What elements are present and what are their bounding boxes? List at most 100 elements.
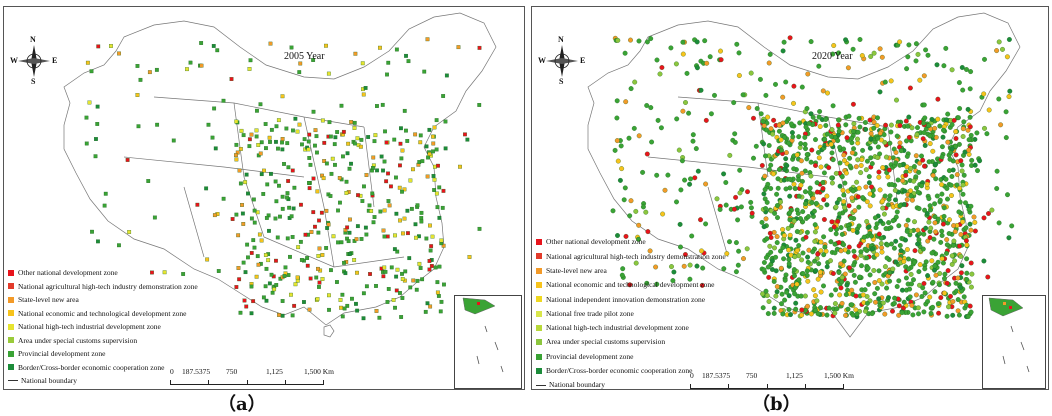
zone-point xyxy=(960,87,966,93)
zone-point xyxy=(307,132,312,137)
zone-point xyxy=(957,106,963,111)
zone-point xyxy=(919,153,924,159)
zone-point xyxy=(849,302,855,308)
zone-point xyxy=(939,191,945,197)
zone-point xyxy=(883,122,889,128)
zone-point xyxy=(949,174,955,179)
zone-point xyxy=(427,267,432,272)
zone-point xyxy=(943,176,949,182)
zone-point xyxy=(858,249,864,255)
zone-point xyxy=(794,229,800,235)
zone-point xyxy=(291,128,295,133)
zone-point xyxy=(857,124,863,130)
zone-point xyxy=(802,189,808,195)
zone-point xyxy=(837,160,843,166)
zone-point xyxy=(778,265,784,271)
zone-point xyxy=(780,227,786,232)
zone-point xyxy=(394,47,399,52)
zone-point xyxy=(912,259,917,265)
zone-point xyxy=(437,185,442,190)
zone-point xyxy=(733,269,739,275)
scale-bar: 0 187.5375 750 1,125 1,500 Km xyxy=(170,367,350,385)
zone-point xyxy=(946,304,951,310)
zone-point xyxy=(306,147,311,152)
zone-point xyxy=(818,164,824,170)
zone-point xyxy=(773,293,779,299)
zone-point xyxy=(317,285,321,289)
zone-point xyxy=(359,237,364,241)
zone-point xyxy=(944,280,950,286)
zone-point xyxy=(386,287,391,291)
zone-point xyxy=(313,143,317,148)
zone-point xyxy=(430,234,435,239)
zone-point xyxy=(463,132,467,137)
zone-point xyxy=(427,259,432,263)
zone-point xyxy=(975,168,980,174)
zone-point xyxy=(893,259,899,265)
map-panel-2005: N S W E 2005 Year Other national develop… xyxy=(3,6,525,390)
map-legend: Other national development zone National … xyxy=(8,266,198,388)
zone-point xyxy=(395,267,400,272)
zone-point xyxy=(885,174,891,180)
zone-point xyxy=(311,109,316,114)
zone-point xyxy=(832,250,838,256)
zone-point xyxy=(911,178,917,184)
zone-point xyxy=(456,45,461,50)
zone-point xyxy=(934,62,940,68)
zone-point xyxy=(305,256,310,260)
zone-point xyxy=(942,271,948,277)
zone-point xyxy=(338,200,342,205)
zone-point xyxy=(772,210,778,216)
zone-point xyxy=(615,37,621,43)
zone-point xyxy=(375,104,379,108)
compass-e: E xyxy=(580,56,586,65)
zone-point xyxy=(315,297,320,301)
zone-point xyxy=(945,111,951,117)
zone-point xyxy=(886,167,892,173)
zone-point xyxy=(786,307,792,312)
zone-point xyxy=(890,266,896,272)
zone-point xyxy=(249,251,254,255)
zone-point xyxy=(429,264,434,268)
zone-point xyxy=(770,131,776,137)
legend-swatch xyxy=(8,296,14,303)
zone-point xyxy=(764,199,770,205)
zone-point xyxy=(860,195,866,201)
zone-point xyxy=(397,185,402,190)
zone-point xyxy=(332,142,337,147)
zone-point xyxy=(874,252,880,258)
zone-point xyxy=(640,169,646,175)
zone-point xyxy=(171,138,176,143)
zone-point xyxy=(803,146,808,152)
zone-point xyxy=(748,70,754,76)
zone-point xyxy=(794,248,800,254)
zone-point xyxy=(247,144,252,149)
zone-point xyxy=(966,151,972,157)
zone-point xyxy=(623,99,629,105)
zone-point xyxy=(838,248,844,254)
zone-point xyxy=(406,231,410,236)
zone-point xyxy=(444,73,449,78)
zone-point xyxy=(853,307,859,313)
zone-point xyxy=(432,188,437,192)
zone-point xyxy=(620,266,626,272)
zone-point xyxy=(84,115,89,120)
zone-point xyxy=(917,77,923,83)
zone-point xyxy=(823,123,829,128)
zone-point xyxy=(379,154,384,159)
zone-point xyxy=(872,280,878,285)
zone-point xyxy=(382,159,387,164)
legend-swatch xyxy=(536,310,542,317)
zone-point xyxy=(255,108,259,113)
zone-point xyxy=(889,241,894,247)
zone-point xyxy=(136,124,141,129)
zone-point xyxy=(679,158,685,164)
zone-point xyxy=(867,191,873,197)
zone-point xyxy=(787,210,793,216)
zone-point xyxy=(775,185,781,191)
zone-point xyxy=(950,299,956,304)
zone-point xyxy=(921,281,927,286)
zone-point xyxy=(324,161,329,166)
zone-point xyxy=(880,165,886,171)
zone-point xyxy=(96,239,100,244)
